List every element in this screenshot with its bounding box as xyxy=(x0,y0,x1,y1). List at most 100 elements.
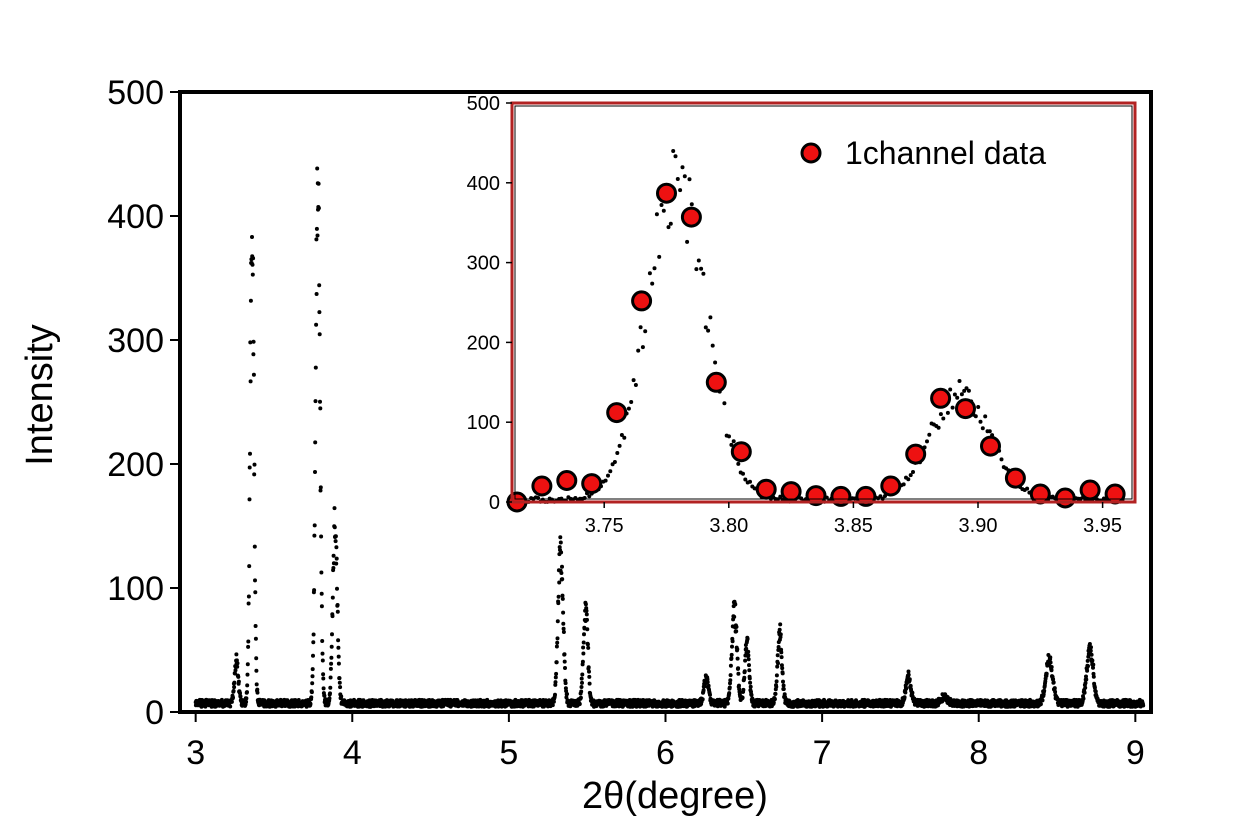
main-data-point xyxy=(319,570,324,575)
inset-raw-point xyxy=(682,174,687,179)
main-data-point xyxy=(904,686,909,691)
inset-raw-point xyxy=(957,379,962,383)
main-data-point xyxy=(748,684,753,689)
main-data-point xyxy=(563,666,567,670)
inset-raw-point xyxy=(987,429,992,434)
main-data-point xyxy=(319,534,324,539)
main-data-point xyxy=(561,630,566,634)
main-data-point xyxy=(336,638,341,643)
main-data-point xyxy=(313,399,318,404)
inset-raw-point xyxy=(729,442,734,447)
main-data-point xyxy=(773,691,778,696)
main-data-point xyxy=(749,693,754,697)
main-data-point xyxy=(320,658,325,663)
inset-raw-point xyxy=(945,410,950,415)
main-data-point xyxy=(560,577,565,582)
inset-raw-point xyxy=(675,177,680,181)
main-data-point xyxy=(741,687,746,692)
main-data-point xyxy=(1048,660,1053,665)
inset-raw-point xyxy=(950,405,955,410)
main-data-point xyxy=(560,593,565,598)
main-data-point xyxy=(333,539,338,544)
main-data-point xyxy=(734,629,739,634)
main-data-point xyxy=(579,676,584,681)
main-data-point xyxy=(309,695,314,700)
main-data-point xyxy=(732,614,737,619)
main-data-point xyxy=(245,672,250,677)
main-data-point xyxy=(1089,652,1094,657)
main-data-point xyxy=(253,578,257,583)
main-data-point xyxy=(727,691,732,696)
main-data-point xyxy=(232,685,237,690)
main-data-point xyxy=(584,612,589,617)
inset-channel-marker xyxy=(680,206,702,228)
main-data-point xyxy=(321,672,326,677)
inset-raw-point xyxy=(964,386,969,391)
main-data-point xyxy=(554,671,559,676)
main-data-point xyxy=(336,645,341,650)
main-y-tick-label: 300 xyxy=(107,322,164,360)
main-data-point xyxy=(558,540,563,545)
main-data-point xyxy=(781,687,786,691)
main-data-point xyxy=(317,283,322,288)
main-data-point xyxy=(560,596,565,601)
main-data-point xyxy=(317,332,322,337)
main-data-point xyxy=(254,656,259,661)
main-data-point xyxy=(245,683,250,688)
main-data-point xyxy=(311,653,315,658)
inset-channel-marker xyxy=(980,435,1001,457)
main-data-point xyxy=(318,406,323,411)
main-data-point xyxy=(329,644,334,649)
inset-y-tick-label: 100 xyxy=(467,412,500,434)
main-data-point xyxy=(774,684,779,689)
main-data-point xyxy=(744,646,749,651)
inset-raw-point xyxy=(927,432,932,437)
inset-raw-point xyxy=(608,469,613,474)
main-data-point xyxy=(332,525,337,530)
main-data-point xyxy=(555,619,560,624)
main-data-point xyxy=(729,652,734,657)
inset-raw-point xyxy=(696,258,701,263)
main-data-point xyxy=(585,627,590,632)
inset-raw-point xyxy=(908,473,913,478)
main-data-point xyxy=(561,626,566,631)
inset-raw-point xyxy=(901,482,906,487)
inset-x-tick-label: 3.90 xyxy=(959,515,998,537)
inset-raw-point xyxy=(983,414,988,419)
main-data-point xyxy=(563,681,568,686)
inset-raw-point xyxy=(671,149,676,153)
inset-channel-marker xyxy=(1004,467,1026,489)
main-data-point xyxy=(231,689,236,693)
main-data-point xyxy=(330,595,335,600)
main-data-point xyxy=(244,696,249,701)
main-data-point xyxy=(556,594,561,599)
main-x-axis-label: 2θ(degree) xyxy=(582,775,768,817)
inset-x-tick-label: 3.75 xyxy=(585,515,624,537)
main-data-point xyxy=(246,594,251,599)
inset-y-tick-label: 500 xyxy=(467,93,500,115)
inset-raw-point xyxy=(703,325,708,330)
main-data-point xyxy=(908,683,913,688)
main-data-point xyxy=(254,668,259,673)
legend-marker xyxy=(800,142,822,164)
main-data-point xyxy=(902,695,907,700)
main-data-point xyxy=(543,698,548,703)
inset-y-tick-label: 0 xyxy=(489,492,500,514)
main-data-point xyxy=(562,652,567,657)
main-data-point xyxy=(580,672,585,677)
inset-channel-marker xyxy=(606,402,628,424)
inset-raw-point xyxy=(612,460,617,464)
main-data-point xyxy=(319,604,324,609)
main-data-point xyxy=(253,590,258,595)
main-data-point xyxy=(746,649,751,654)
inset-raw-point xyxy=(659,203,664,207)
main-data-point xyxy=(747,676,752,681)
main-data-point xyxy=(1081,696,1086,701)
inset-raw-point xyxy=(778,494,783,499)
inset-raw-point xyxy=(687,177,692,182)
inset-raw-point xyxy=(603,478,608,483)
main-data-point xyxy=(585,617,589,622)
inset-raw-point xyxy=(680,165,685,170)
main-data-point xyxy=(253,624,258,628)
main-data-point xyxy=(247,497,252,502)
